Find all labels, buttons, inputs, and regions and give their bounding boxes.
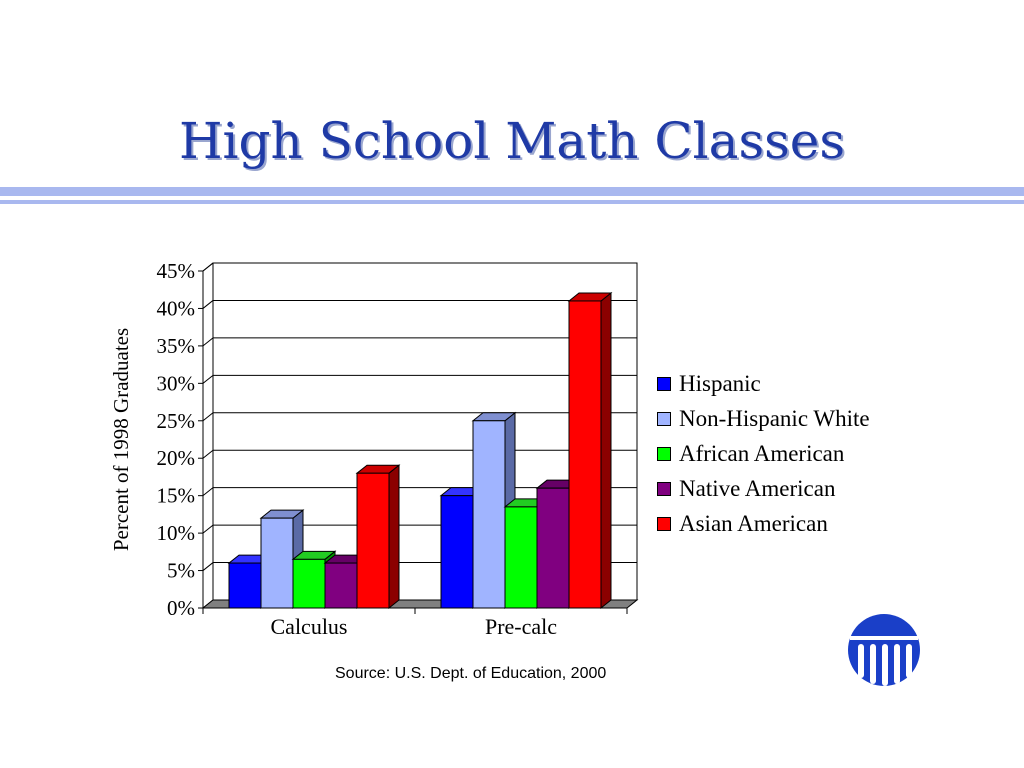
source-note: Source: U.S. Dept. of Education, 2000: [335, 665, 607, 682]
slide-title: High School Math Classes: [178, 112, 846, 170]
y-tick-label: 25%: [157, 409, 196, 433]
wall-top-edge: [202, 262, 214, 272]
chart-legend: Hispanic Non-Hispanic White African Americ…: [657, 366, 870, 541]
x-tick-label: Pre-calc: [485, 614, 557, 639]
y-tick-label: 30%: [157, 371, 196, 395]
wall-tick: [202, 449, 214, 459]
legend-swatch: [657, 376, 671, 391]
title-rule-thick: [0, 187, 1024, 196]
wall-tick: [202, 562, 214, 571]
legend-item: Asian American: [657, 506, 870, 541]
legend-item: Native American: [657, 471, 870, 506]
bar: [568, 300, 602, 609]
legend-swatch: [657, 516, 671, 531]
x-tick-label: Calculus: [271, 614, 348, 639]
legend-label: Asian American: [679, 510, 828, 536]
legend-label: Hispanic: [679, 370, 761, 396]
legend-swatch: [657, 446, 671, 461]
bar: [324, 562, 358, 609]
bar: [260, 517, 294, 609]
legend-label: Native American: [679, 475, 836, 501]
legend-item: African American: [657, 436, 870, 471]
bar: [536, 487, 570, 609]
legend-label: African American: [679, 440, 845, 466]
bar-side: [600, 291, 612, 610]
legend-swatch: [657, 411, 671, 426]
bar-side: [388, 464, 400, 610]
bar: [504, 506, 538, 609]
bar: [356, 472, 390, 609]
bar: [472, 420, 506, 609]
legend-label: Non-Hispanic White: [679, 405, 870, 431]
bar: [440, 495, 474, 609]
y-tick-label: 20%: [157, 446, 196, 470]
bar: [228, 562, 262, 609]
legend-swatch: [657, 481, 671, 496]
wall-tick: [202, 337, 214, 347]
columns-seal-icon: [848, 614, 920, 686]
wall-tick: [202, 300, 214, 309]
y-tick-label: 45%: [157, 259, 196, 283]
wall-tick: [202, 524, 214, 534]
bar: [292, 558, 326, 609]
y-tick-label: 10%: [157, 521, 196, 545]
y-axis-label: Percent of 1998 Graduates: [109, 328, 133, 551]
legend-item: Non-Hispanic White: [657, 401, 870, 436]
wall-tick: [202, 412, 214, 422]
y-tick-label: 15%: [157, 484, 196, 508]
y-tick-label: 35%: [157, 334, 196, 358]
y-tick-label: 0%: [167, 596, 195, 620]
wall-tick: [202, 487, 214, 497]
legend-item: Hispanic: [657, 366, 870, 401]
title-rule-thin: [0, 200, 1024, 204]
wall-tick: [202, 374, 214, 384]
y-tick-label: 40%: [157, 296, 196, 320]
y-tick-label: 5%: [167, 559, 195, 583]
